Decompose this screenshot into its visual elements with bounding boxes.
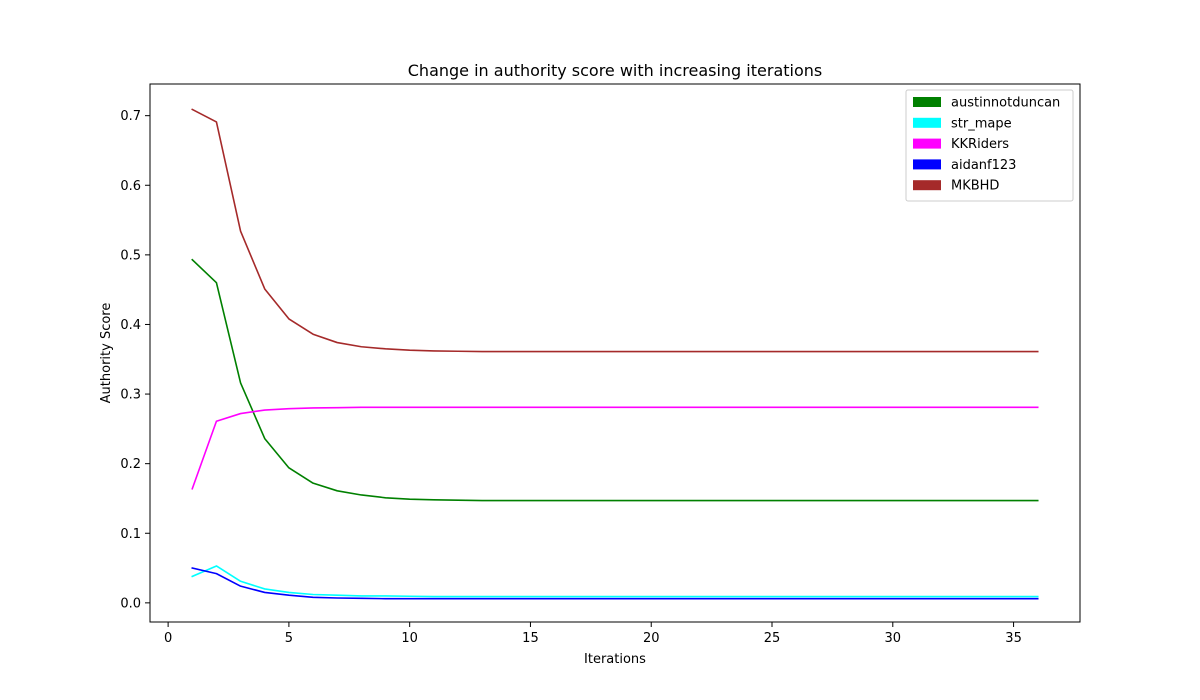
- legend-label: str_mape: [951, 116, 1012, 131]
- legend-swatch: [913, 97, 941, 107]
- x-axis-label: Iterations: [584, 652, 646, 667]
- series-line-austinnotduncan: [191, 258, 1039, 502]
- y-tick-label: 0.7: [120, 109, 141, 124]
- y-axis-label: Authority Score: [99, 303, 114, 404]
- legend-swatch: [913, 138, 941, 149]
- legend-label: austinnotduncan: [951, 96, 1060, 111]
- x-tick-label: 10: [401, 631, 418, 646]
- series-line-aidanf123: [191, 567, 1039, 600]
- y-tick-label: 0.2: [120, 457, 141, 472]
- y-tick-label: 0.4: [120, 318, 141, 333]
- legend-label: aidanf123: [951, 158, 1016, 173]
- chart-title: Change in authority score with increasin…: [408, 61, 822, 80]
- legend-label: KKRiders: [951, 137, 1009, 152]
- y-tick-label: 0.6: [120, 179, 141, 194]
- legend-swatch: [913, 117, 941, 128]
- y-tick-label: 0.1: [120, 527, 141, 542]
- axes-frame: [149, 83, 1081, 623]
- legend-box: [905, 89, 1074, 202]
- x-tick-label: 20: [643, 631, 660, 646]
- y-tick-label: 0.3: [120, 388, 141, 403]
- y-tick-label: 0.5: [120, 248, 141, 263]
- x-tick-label: 15: [522, 631, 539, 646]
- x-tick-label: 25: [764, 631, 781, 646]
- series-line-mkbhd: [191, 108, 1039, 353]
- legend-label: MKBHD: [951, 179, 999, 194]
- legend-swatch: [913, 159, 941, 170]
- x-tick-label: 35: [1005, 631, 1022, 646]
- plot-area: 0 5 10 15 20 25 30 35 0.0 0.1 0.2 0.3 0.4 0.5 0.6 0.7: [120, 83, 1081, 646]
- y-tick-label: 0.0: [120, 596, 141, 611]
- series-line-str-mape: [191, 565, 1039, 598]
- series-line-kkriders: [191, 406, 1039, 490]
- x-tick-label: 5: [285, 631, 293, 646]
- legend-swatch: [913, 180, 941, 191]
- legend: austinnotduncan str_mape KKRiders aidanf123…: [905, 89, 1074, 202]
- x-tick-label: 0: [164, 631, 172, 646]
- x-tick-label: 30: [885, 631, 902, 646]
